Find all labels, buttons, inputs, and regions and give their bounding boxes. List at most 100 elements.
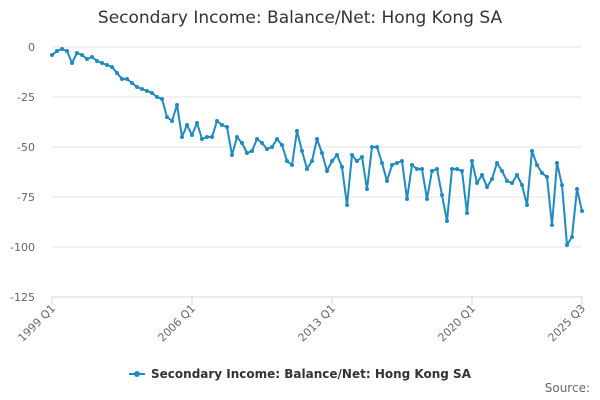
legend[interactable]: Secondary Income: Balance/Net: Hong Kong…	[0, 364, 600, 381]
data-point	[145, 89, 149, 93]
y-tick-label: -25	[17, 91, 35, 104]
data-point	[70, 61, 74, 65]
data-point	[335, 153, 339, 157]
data-point	[315, 137, 319, 141]
data-point	[440, 193, 444, 197]
x-tick-label: 2025 Q3	[546, 302, 589, 345]
data-point	[365, 187, 369, 191]
x-tick-label: 2013 Q1	[296, 302, 339, 345]
data-point	[350, 153, 354, 157]
data-point	[275, 137, 279, 141]
data-point	[130, 81, 134, 85]
data-point	[250, 149, 254, 153]
data-point	[385, 179, 389, 183]
data-point	[245, 151, 249, 155]
data-point	[435, 167, 439, 171]
data-point	[75, 51, 79, 55]
data-point	[415, 167, 419, 171]
data-point	[110, 65, 114, 69]
data-point	[530, 149, 534, 153]
data-point	[345, 203, 349, 207]
x-tick-label: 2006 Q1	[156, 302, 199, 345]
data-point	[50, 53, 54, 57]
data-point	[545, 175, 549, 179]
data-point	[60, 47, 64, 51]
data-point	[405, 197, 409, 201]
series-points-layer	[50, 47, 584, 247]
data-point	[85, 57, 89, 61]
data-point	[175, 103, 179, 107]
data-point	[340, 165, 344, 169]
data-point	[475, 181, 479, 185]
data-point	[180, 135, 184, 139]
data-point	[140, 87, 144, 91]
data-point	[470, 159, 474, 163]
data-point	[255, 137, 259, 141]
data-point	[560, 183, 564, 187]
data-point	[540, 171, 544, 175]
data-point	[105, 63, 109, 67]
y-tick-label: -125	[10, 291, 35, 304]
data-point	[420, 167, 424, 171]
data-point	[570, 235, 574, 239]
legend-marker-icon	[129, 371, 146, 377]
data-point	[290, 163, 294, 167]
data-point	[115, 71, 119, 75]
data-point	[395, 161, 399, 165]
data-point	[165, 115, 169, 119]
chart-title: Secondary Income: Balance/Net: Hong Kong…	[97, 8, 503, 28]
source-credit: Source:	[544, 381, 590, 395]
data-point	[135, 85, 139, 89]
data-point	[370, 145, 374, 149]
y-tick-label: -100	[10, 241, 35, 254]
data-point	[150, 91, 154, 95]
data-point	[480, 173, 484, 177]
data-point	[390, 163, 394, 167]
data-point	[95, 59, 99, 63]
data-point	[500, 169, 504, 173]
data-point	[210, 135, 214, 139]
data-point	[205, 135, 209, 139]
data-point	[455, 167, 459, 171]
data-point	[510, 181, 514, 185]
y-tick-label: -50	[17, 141, 35, 154]
x-tick-label: 1999 Q1	[16, 302, 59, 345]
data-point	[380, 161, 384, 165]
data-point	[450, 167, 454, 171]
data-point	[300, 149, 304, 153]
data-point	[195, 121, 199, 125]
data-point	[170, 119, 174, 123]
data-point	[310, 159, 314, 163]
data-point	[520, 183, 524, 187]
data-point	[325, 169, 329, 173]
data-point	[295, 129, 299, 133]
data-point	[265, 147, 269, 151]
data-point	[565, 243, 569, 247]
data-point	[55, 49, 59, 53]
data-point	[575, 187, 579, 191]
data-point	[230, 153, 234, 157]
data-point	[280, 143, 284, 147]
data-point	[100, 61, 104, 65]
data-point	[400, 159, 404, 163]
data-point	[375, 145, 379, 149]
y-tick-label: 0	[28, 41, 35, 54]
data-point	[305, 167, 309, 171]
data-point	[580, 209, 584, 213]
data-point	[425, 197, 429, 201]
data-point	[355, 159, 359, 163]
y-tick-label: -75	[17, 191, 35, 204]
data-point	[505, 179, 509, 183]
data-point	[155, 95, 159, 99]
data-point	[515, 173, 519, 177]
legend-label: Secondary Income: Balance/Net: Hong Kong…	[151, 367, 471, 381]
data-point	[485, 185, 489, 189]
gridlines	[52, 46, 582, 298]
data-point	[200, 137, 204, 141]
data-point	[215, 119, 219, 123]
data-point	[220, 123, 224, 127]
data-point	[460, 169, 464, 173]
y-axis-tick-labels: 0 -25 -50 -75 -100 -125	[10, 41, 35, 304]
data-point	[160, 97, 164, 101]
